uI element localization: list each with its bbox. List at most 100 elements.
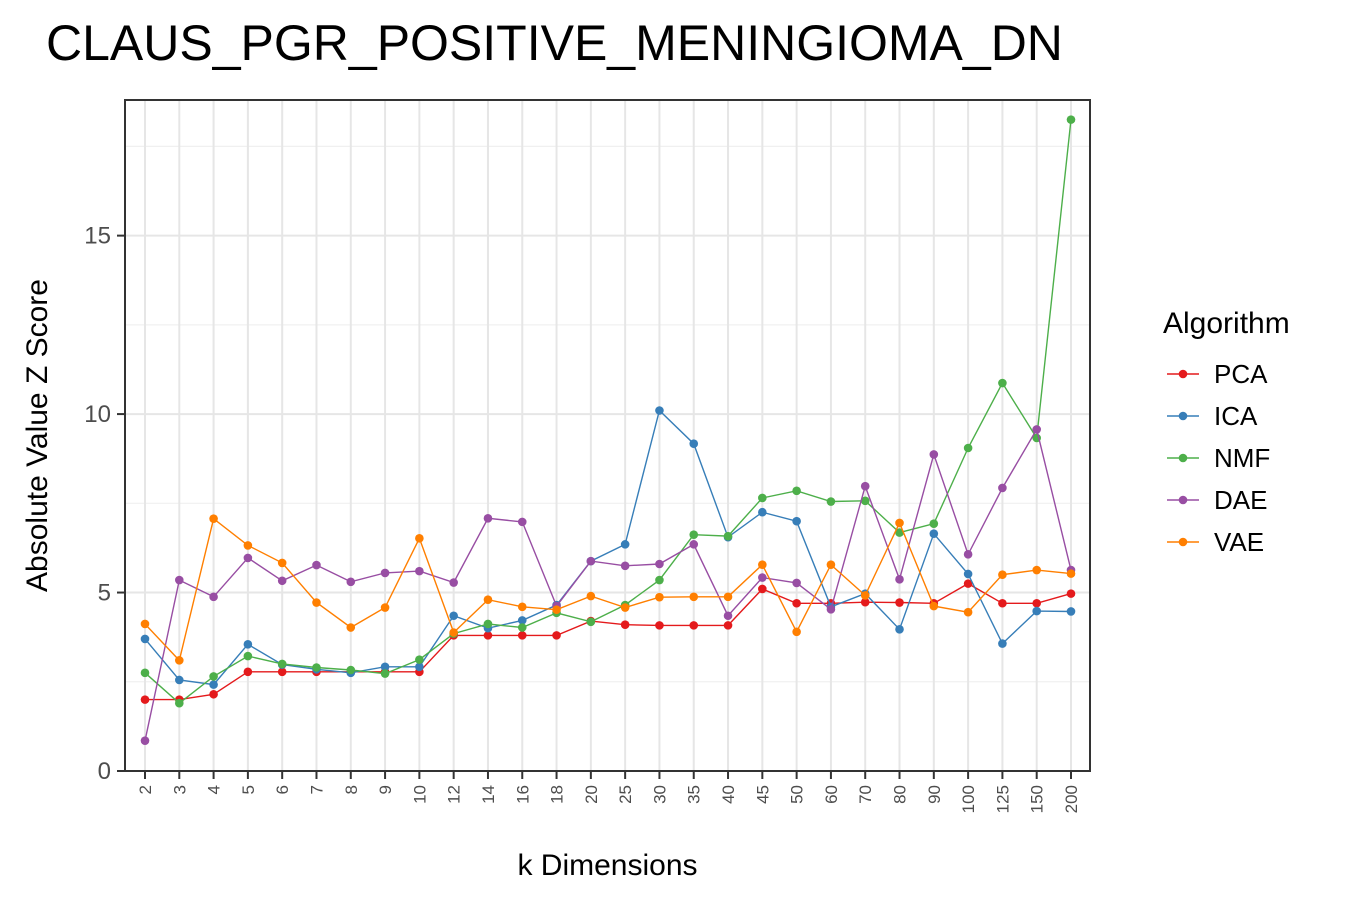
data-point-dae bbox=[312, 560, 321, 570]
data-point-vae bbox=[689, 592, 699, 602]
legend-swatch-point bbox=[1178, 537, 1188, 547]
data-point-vae bbox=[1032, 565, 1042, 575]
data-point-vae bbox=[174, 656, 184, 665]
x-tick-label: 40 bbox=[719, 785, 738, 804]
data-point-nmf bbox=[963, 443, 973, 453]
data-point-dae bbox=[449, 578, 458, 587]
data-point-vae bbox=[895, 518, 904, 528]
data-point-vae bbox=[552, 605, 561, 614]
data-point-ica bbox=[792, 516, 801, 526]
y-tick-label: 0 bbox=[98, 758, 111, 785]
x-tick-label: 100 bbox=[959, 785, 978, 813]
data-point-ica bbox=[1032, 606, 1042, 616]
grid-layer bbox=[125, 100, 1090, 772]
series-layer bbox=[140, 115, 1076, 745]
data-point-dae bbox=[209, 592, 218, 602]
data-point-dae bbox=[517, 517, 527, 527]
data-point-ica bbox=[620, 540, 630, 549]
data-point-ica bbox=[209, 680, 218, 689]
legend-swatch-point bbox=[1178, 453, 1188, 463]
data-point-ica bbox=[1066, 607, 1076, 616]
legend-label: ICA bbox=[1214, 401, 1258, 431]
x-tick-label: 4 bbox=[205, 785, 224, 794]
data-point-ica bbox=[895, 625, 904, 634]
data-point-pca bbox=[758, 584, 767, 594]
data-point-nmf bbox=[346, 665, 356, 675]
x-tick-label: 18 bbox=[548, 785, 567, 804]
data-point-nmf bbox=[312, 663, 321, 672]
y-tick-label: 5 bbox=[98, 580, 111, 607]
data-point-pca bbox=[552, 631, 561, 640]
data-point-vae bbox=[758, 560, 767, 570]
y-axis-label: Absolute Value Z Score bbox=[21, 279, 54, 592]
data-point-vae bbox=[312, 598, 321, 607]
data-point-ica bbox=[517, 616, 527, 625]
x-tick-label: 12 bbox=[445, 785, 464, 804]
data-point-pca bbox=[517, 631, 527, 640]
legend-label: VAE bbox=[1214, 527, 1264, 557]
data-point-ica bbox=[380, 662, 390, 672]
data-point-dae bbox=[346, 577, 356, 587]
legend-item-dae: DAE bbox=[1167, 485, 1267, 515]
data-point-dae bbox=[792, 578, 801, 588]
x-tick-label: 150 bbox=[1028, 785, 1047, 813]
data-point-vae bbox=[449, 628, 458, 637]
x-tick-label: 16 bbox=[513, 785, 532, 804]
data-point-ica bbox=[758, 507, 767, 517]
data-point-nmf bbox=[140, 668, 150, 678]
data-point-ica bbox=[415, 662, 424, 672]
data-point-vae bbox=[380, 603, 390, 612]
data-point-nmf bbox=[860, 496, 870, 506]
series-dae bbox=[140, 425, 1076, 745]
data-point-dae bbox=[380, 568, 390, 578]
data-point-pca bbox=[140, 695, 150, 704]
data-point-pca bbox=[620, 620, 630, 629]
y-tick-label: 10 bbox=[84, 401, 111, 428]
data-point-nmf bbox=[998, 378, 1007, 388]
data-point-vae bbox=[209, 514, 218, 523]
x-tick-label: 6 bbox=[273, 785, 292, 794]
data-point-nmf bbox=[517, 623, 527, 632]
data-point-nmf bbox=[929, 519, 939, 528]
data-point-vae bbox=[140, 619, 150, 629]
x-tick-label: 2 bbox=[136, 785, 155, 794]
data-point-pca bbox=[860, 597, 870, 607]
x-tick-label: 7 bbox=[307, 785, 326, 794]
data-point-vae bbox=[517, 602, 527, 612]
data-point-nmf bbox=[655, 575, 664, 585]
data-point-ica bbox=[963, 569, 973, 579]
data-point-vae bbox=[963, 607, 973, 617]
series-line-vae bbox=[144, 517, 1072, 662]
data-point-vae bbox=[277, 558, 287, 568]
x-tick-label: 60 bbox=[822, 785, 841, 804]
y-tick-label: 15 bbox=[84, 223, 111, 250]
data-point-dae bbox=[963, 550, 973, 559]
data-point-nmf bbox=[586, 617, 596, 627]
series-line-pca bbox=[145, 582, 1072, 701]
data-point-pca bbox=[723, 621, 733, 630]
data-point-dae bbox=[895, 575, 904, 584]
data-point-vae bbox=[998, 570, 1007, 579]
data-point-nmf bbox=[1066, 115, 1076, 124]
data-point-dae bbox=[1032, 425, 1042, 434]
data-point-dae bbox=[243, 553, 253, 563]
legend-item-ica: ICA bbox=[1167, 401, 1258, 431]
data-point-ica bbox=[243, 639, 253, 649]
data-point-pca bbox=[655, 621, 664, 630]
data-point-vae bbox=[929, 601, 939, 611]
data-point-vae bbox=[1066, 569, 1076, 578]
x-tick-label: 200 bbox=[1062, 785, 1081, 813]
data-point-dae bbox=[483, 514, 493, 523]
x-axis-label: k Dimensions bbox=[517, 849, 697, 882]
data-point-pca bbox=[792, 598, 801, 608]
legend-label: NMF bbox=[1214, 443, 1270, 473]
data-point-pca bbox=[689, 621, 699, 630]
series-vae bbox=[140, 514, 1076, 665]
data-point-nmf bbox=[758, 493, 767, 503]
data-point-nmf bbox=[689, 530, 699, 540]
data-point-vae bbox=[826, 560, 836, 570]
x-tick-label: 45 bbox=[753, 785, 772, 804]
series-line-nmf bbox=[144, 119, 1072, 705]
data-point-dae bbox=[826, 605, 836, 614]
